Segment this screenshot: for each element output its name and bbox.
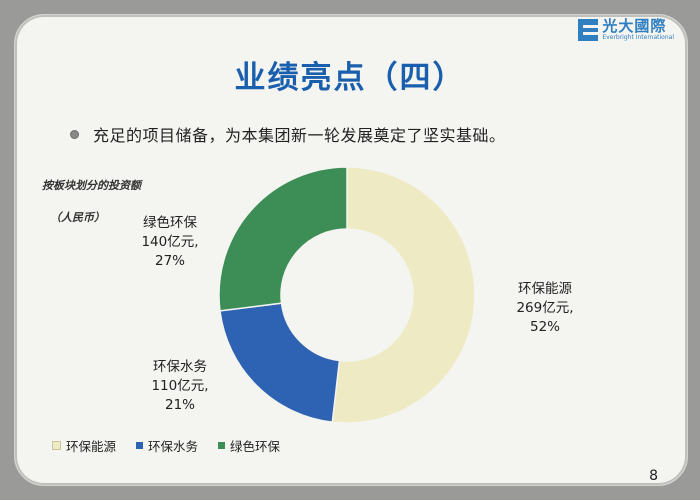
slice-value: 269亿元, <box>516 300 574 316</box>
legend-swatch <box>136 442 144 449</box>
logo-mark-icon <box>578 19 599 41</box>
slice-label-env-water: 环保水务 110亿元, 21% <box>130 358 230 415</box>
slice-name: 环保水务 <box>153 359 207 375</box>
slice-percent: 27% <box>154 253 185 269</box>
bullet-point: 充足的项目储备，为本集团新一轮发展奠定了坚实基础。 <box>70 122 506 146</box>
chart-unit: （人民币） <box>50 211 105 224</box>
brand-logo: 光大國際 Everbright International <box>578 18 674 42</box>
page-number: 8 <box>649 468 658 484</box>
donut-slice-env-energy <box>331 166 476 424</box>
slice-value: 140亿元, <box>141 234 199 250</box>
slide-title: 业绩亮点（四） <box>234 60 466 96</box>
legend-item-green-env: 绿色环保 <box>218 436 280 455</box>
legend-item-env-water: 环保水务 <box>136 436 198 455</box>
legend-label: 环保水务 <box>148 439 199 454</box>
slice-label-env-energy: 环保能源 269亿元, 52% <box>490 280 600 337</box>
donut-slice-green-env <box>218 166 348 312</box>
legend-swatch <box>218 442 226 449</box>
slice-value: 110亿元, <box>151 378 209 394</box>
slice-name: 环保能源 <box>518 281 572 297</box>
slice-percent: 21% <box>164 397 195 413</box>
chart-subtitle: 按板块划分的投资额 <box>42 179 141 192</box>
logo-name-cn: 光大國際 <box>602 17 667 35</box>
bullet-dot-icon <box>70 129 79 139</box>
chart-legend: 环保能源 环保水务 绿色环保 <box>52 436 280 455</box>
legend-label: 环保能源 <box>66 439 117 454</box>
slice-percent: 52% <box>529 319 560 335</box>
legend-swatch <box>52 441 61 450</box>
bullet-text: 充足的项目储备，为本集团新一轮发展奠定了坚实基础。 <box>93 126 506 145</box>
legend-item-env-energy: 环保能源 <box>52 436 116 455</box>
slice-name: 绿色环保 <box>143 215 197 231</box>
logo-name-en: Everbright International <box>602 34 674 41</box>
donut-slice-env-water <box>219 302 341 423</box>
legend-label: 绿色环保 <box>230 439 281 454</box>
slice-label-green-env: 绿色环保 140亿元, 27% <box>120 214 220 271</box>
